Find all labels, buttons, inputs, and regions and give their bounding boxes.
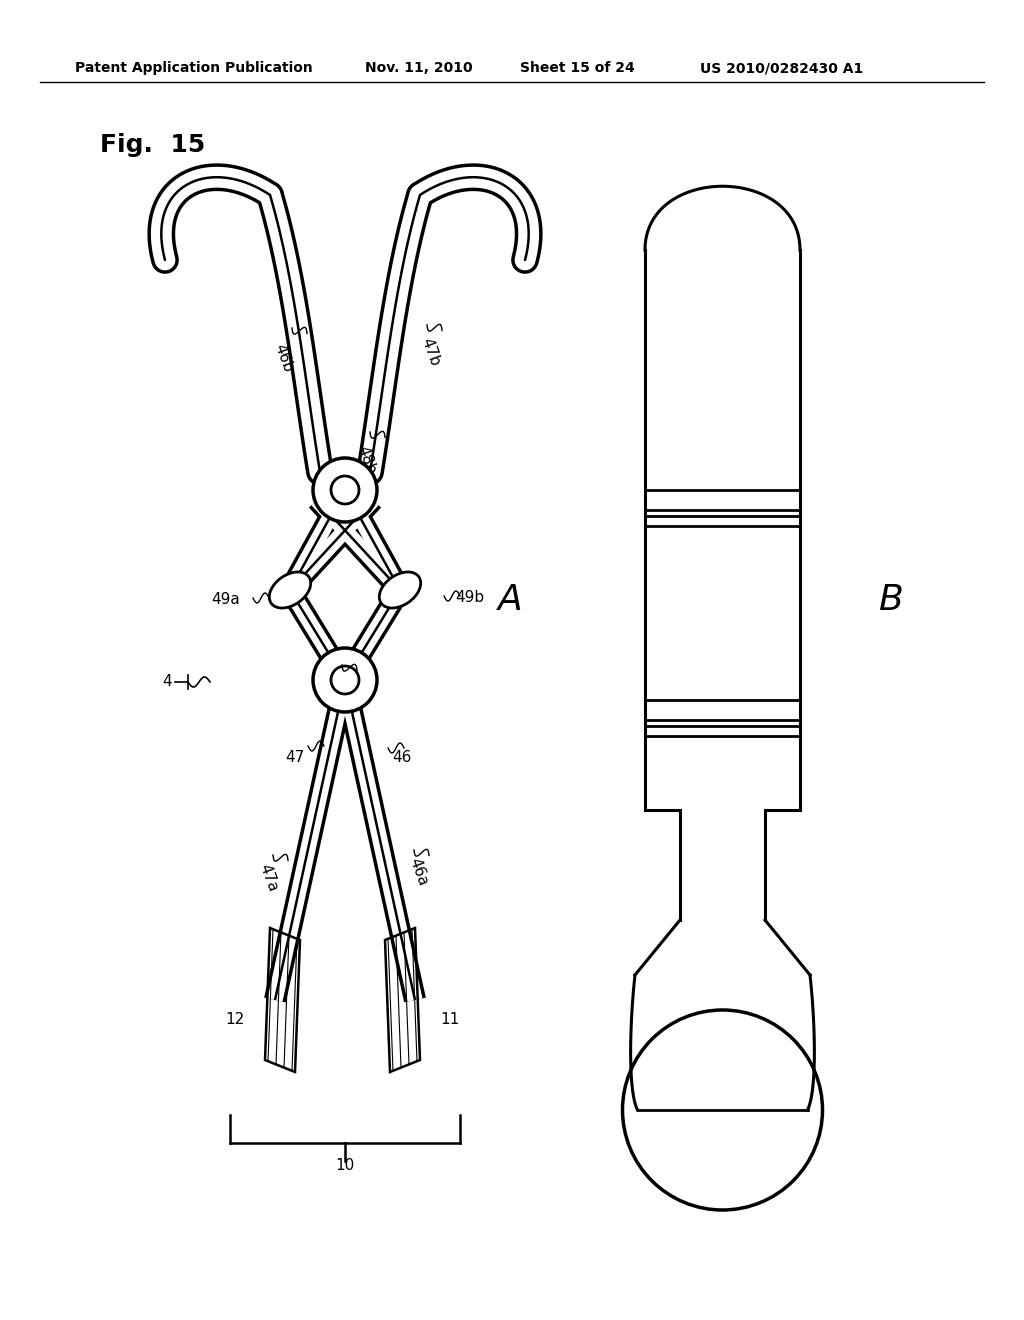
Circle shape bbox=[313, 648, 377, 711]
Text: 47: 47 bbox=[285, 751, 304, 766]
Text: Patent Application Publication: Patent Application Publication bbox=[75, 61, 312, 75]
Text: 49a: 49a bbox=[211, 593, 240, 607]
Text: Sheet 15 of 24: Sheet 15 of 24 bbox=[520, 61, 635, 75]
Text: 4: 4 bbox=[163, 675, 172, 689]
Text: 10: 10 bbox=[336, 1158, 354, 1172]
Circle shape bbox=[313, 458, 377, 521]
Text: B: B bbox=[878, 583, 902, 616]
Text: 47a: 47a bbox=[256, 862, 280, 894]
Text: 48b: 48b bbox=[354, 444, 378, 477]
Ellipse shape bbox=[269, 572, 310, 609]
Text: 12: 12 bbox=[225, 1012, 245, 1027]
Text: 46a: 46a bbox=[407, 855, 430, 888]
Text: 49b: 49b bbox=[455, 590, 484, 606]
Text: 46: 46 bbox=[392, 751, 412, 766]
Text: Nov. 11, 2010: Nov. 11, 2010 bbox=[365, 61, 473, 75]
Text: A: A bbox=[498, 583, 522, 616]
Text: 47b: 47b bbox=[418, 335, 442, 368]
Text: US 2010/0282430 A1: US 2010/0282430 A1 bbox=[700, 61, 863, 75]
Text: 11: 11 bbox=[440, 1012, 459, 1027]
Ellipse shape bbox=[379, 572, 421, 609]
Text: 46b: 46b bbox=[271, 342, 295, 375]
Text: 48a: 48a bbox=[323, 672, 346, 704]
Text: Fig.  15: Fig. 15 bbox=[100, 133, 205, 157]
